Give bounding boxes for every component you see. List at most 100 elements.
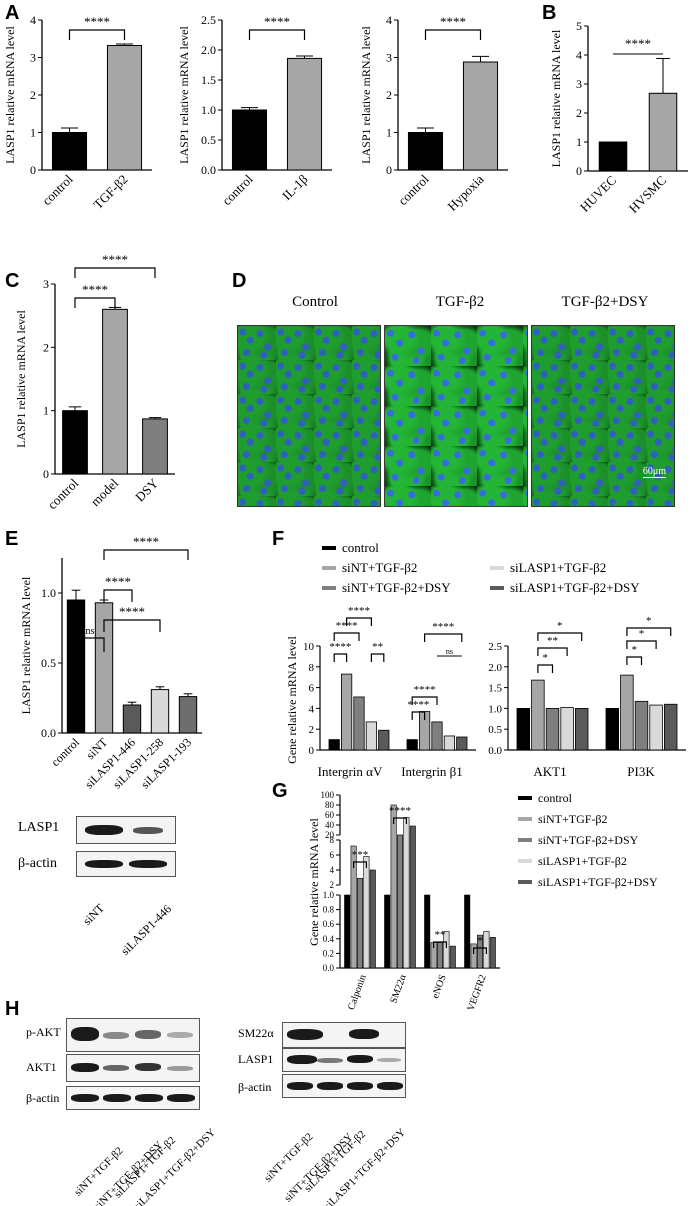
bar <box>344 894 351 969</box>
sig-bracket <box>393 817 407 824</box>
bar <box>350 845 357 969</box>
bar <box>396 834 403 969</box>
sig-bracket <box>333 653 348 662</box>
bar <box>634 700 649 751</box>
sig-label: *** <box>352 849 369 861</box>
bar <box>464 894 471 969</box>
blot-e-row-lasp1: LASP1 <box>18 820 60 835</box>
sig-label: ** <box>547 635 558 647</box>
sig-label: **** <box>264 14 290 29</box>
bar <box>664 703 678 751</box>
panel-label-d: D <box>232 270 247 292</box>
band <box>85 860 123 868</box>
micrograph-control <box>237 325 381 507</box>
sig-label: * <box>639 628 645 640</box>
bar <box>378 729 390 751</box>
bar <box>531 679 545 751</box>
y-tick-label: 1.0 <box>488 703 502 715</box>
bar <box>365 721 378 751</box>
sig-label: ** <box>372 641 383 653</box>
x-category-label: IL-1β <box>279 171 311 203</box>
bar <box>648 92 678 172</box>
y-tick-label: 1.5 <box>488 683 502 695</box>
y-tick-label: 1 <box>30 126 36 140</box>
sig-bracket <box>424 29 482 40</box>
x-group-label: Intergrin β1 <box>401 764 463 779</box>
band <box>71 1027 99 1041</box>
band <box>85 825 123 835</box>
bar <box>431 721 443 751</box>
y-tick-label: 10 <box>303 641 315 653</box>
y-tick-label: 0.5 <box>488 724 502 736</box>
bar <box>649 704 663 751</box>
bar <box>363 856 370 969</box>
legend-label: siLASP1+TGF-β2 <box>510 560 606 575</box>
sig-label: **** <box>329 641 351 653</box>
y-tick-label: 3 <box>43 277 49 291</box>
micro-title-tgf-dsy: TGF-β2+DSY <box>561 294 649 310</box>
bar <box>443 931 450 969</box>
blot-h-right-row-actin: β-actin <box>238 1080 272 1094</box>
band <box>71 1063 99 1072</box>
blot-h-row-pakt: p-AKT <box>26 1025 61 1039</box>
sig-label: **** <box>440 14 466 29</box>
y-tick-label: 2.0 <box>488 662 502 674</box>
sig-bracket <box>346 617 372 626</box>
bar <box>575 708 589 751</box>
y-tick-label: 2 <box>386 88 392 102</box>
bar <box>356 877 363 969</box>
blot-e-row-actin: β-actin <box>18 856 57 871</box>
legend-label: siLASP1+TGF-β2+DSY <box>510 580 640 595</box>
bar <box>462 61 499 171</box>
sig-bracket <box>433 941 447 948</box>
sig-bracket <box>411 711 426 720</box>
blot-h-right-row-sm22: SM22α <box>238 1026 274 1040</box>
bar <box>449 945 456 969</box>
sig-bracket <box>370 653 385 662</box>
bar <box>516 708 531 751</box>
x-category-label: DSY <box>132 475 161 504</box>
band <box>317 1082 343 1090</box>
sig-label: **** <box>133 534 159 549</box>
band <box>347 1055 373 1063</box>
y-tick-label: 1.0 <box>201 103 216 117</box>
sig-label: * <box>631 644 637 656</box>
sig-bracket <box>353 861 367 868</box>
sig-bracket <box>68 29 126 40</box>
bar <box>406 739 418 751</box>
blot-h-right-row-lasp1: LASP1 <box>238 1052 274 1066</box>
y-tick-label: 2 <box>330 880 335 890</box>
band <box>103 1094 131 1102</box>
sig-label: **** <box>348 605 370 617</box>
sig-label: **** <box>105 574 131 589</box>
x-group-label: AKT1 <box>533 764 566 779</box>
bar <box>150 689 170 734</box>
blot-h-right-sm22 <box>282 1022 406 1048</box>
y-tick-label: 4 <box>30 13 36 27</box>
bar <box>403 817 410 969</box>
y-tick-label: 0.5 <box>201 133 216 147</box>
sig-bracket <box>103 589 133 602</box>
bar <box>424 894 431 969</box>
legend-label: siLASP1+TGF-β2+DSY <box>538 875 658 889</box>
sig-bracket <box>75 637 105 652</box>
sig-bracket <box>411 696 438 705</box>
sig-bracket <box>537 647 568 656</box>
y-tick-label: 0.0 <box>323 963 335 973</box>
y-tick-label: 3 <box>386 51 392 65</box>
blot-h-left-pakt <box>66 1018 200 1052</box>
bar <box>620 674 634 751</box>
band <box>347 1082 373 1090</box>
sig-bracket <box>248 29 306 40</box>
bar <box>436 942 443 969</box>
bar <box>102 308 128 475</box>
y-tick-label: 2.5 <box>201 13 216 27</box>
band <box>349 1029 379 1039</box>
bar <box>456 736 468 751</box>
bar <box>328 739 340 751</box>
y-tick-label: 0.0 <box>201 163 216 177</box>
band <box>377 1058 401 1062</box>
blot-h-left-actin <box>66 1086 200 1110</box>
legend-label: siNT+TGF-β2+DSY <box>342 580 451 595</box>
